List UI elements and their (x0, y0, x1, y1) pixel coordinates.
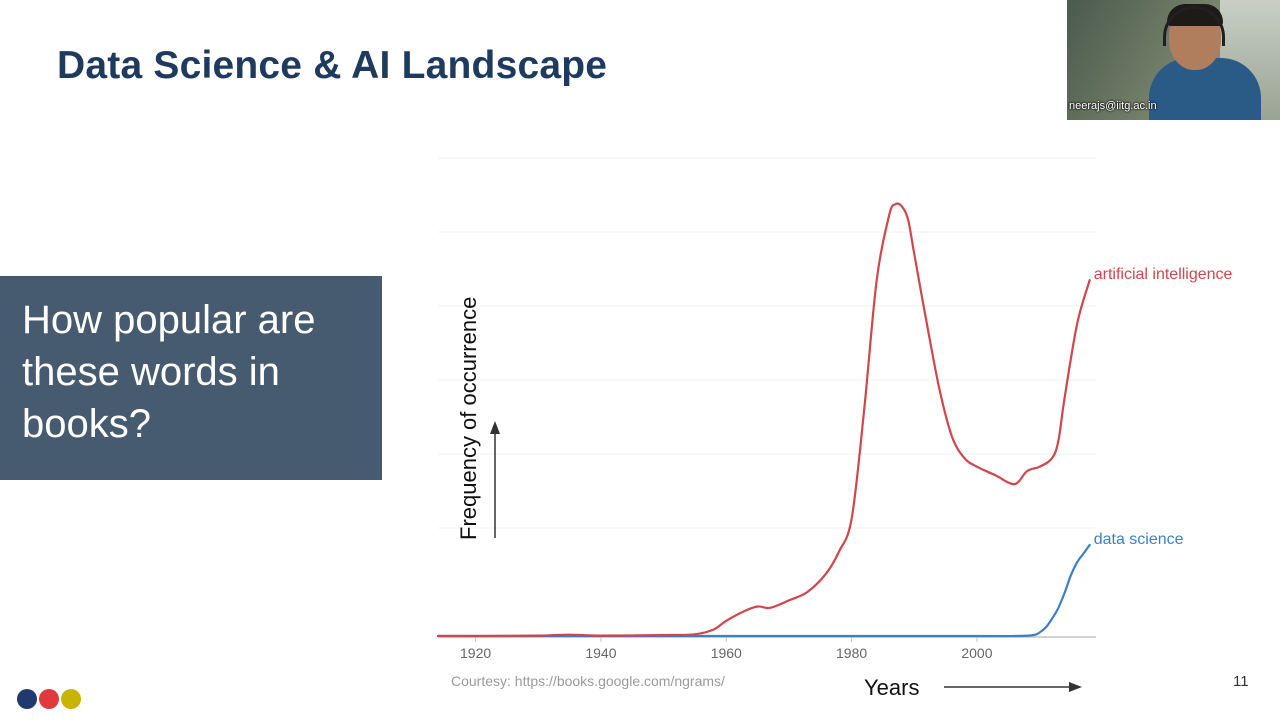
question-text: How popular are these words in books? (22, 298, 316, 446)
participant-name-label: neerajs@iitg.ac.in (1069, 100, 1157, 112)
question-box: How popular are these words in books? (0, 276, 382, 480)
y-axis-annotation-label: Frequency of occurrence (456, 297, 481, 540)
presenter-video[interactable]: neerajs@iitg.ac.in (1067, 0, 1280, 120)
x-tick-label: 1920 (460, 645, 491, 661)
series-label-artificial-intelligence: artificial intelligence (1094, 266, 1233, 283)
series-line-data-science (436, 543, 1091, 638)
x-axis-annotation-label: Years (864, 675, 920, 700)
x-axis-annotation-arrow (944, 682, 1082, 692)
slide-title: Data Science & AI Landscape (57, 44, 608, 87)
logo-dot-red (39, 689, 59, 709)
presenter-shirt (1149, 58, 1261, 120)
x-tick-label: 2000 (961, 645, 992, 661)
logo-dot-blue (17, 689, 37, 709)
series-label-data-science: data science (1094, 531, 1184, 548)
x-axis-ticks: 1920 1940 1960 1980 2000 (460, 637, 993, 661)
series-line-artificial-intelligence (436, 202, 1091, 638)
chart-series-labels: data science artificial intelligence (1094, 266, 1233, 548)
chart-gridlines (438, 157, 1096, 529)
logo-dot-yellow (61, 689, 81, 709)
y-axis-annotation: Frequency of occurrence (456, 297, 500, 540)
y-axis-arrowhead-icon (490, 421, 500, 434)
chart-series (436, 202, 1091, 638)
page-number: 11 (1233, 673, 1249, 690)
x-tick-label: 1960 (711, 645, 742, 661)
x-axis-arrowhead-icon (1069, 682, 1082, 692)
x-tick-label: 1980 (836, 645, 867, 661)
x-tick-label: 1940 (585, 645, 616, 661)
source-credit: Courtesy: https://books.google.com/ngram… (451, 673, 725, 689)
